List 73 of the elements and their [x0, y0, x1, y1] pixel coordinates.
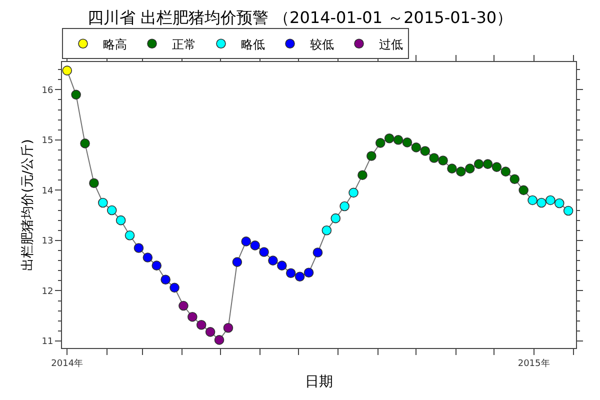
point	[500, 166, 511, 176]
point	[366, 151, 376, 161]
point	[142, 252, 153, 262]
point	[152, 260, 162, 270]
point	[438, 156, 448, 166]
y-tick-label: 16	[42, 86, 54, 96]
y-tick-label: 12	[42, 286, 54, 297]
point	[116, 215, 126, 226]
point	[536, 198, 546, 208]
y-tick-label: 13	[42, 236, 54, 247]
point	[241, 236, 252, 246]
point	[456, 166, 466, 176]
point	[312, 248, 323, 258]
point	[348, 188, 358, 198]
point	[393, 135, 404, 145]
legend-label: 过低	[379, 37, 403, 52]
point	[196, 320, 206, 330]
point	[464, 164, 475, 174]
point	[528, 195, 538, 206]
point	[518, 185, 528, 196]
point	[340, 201, 350, 212]
point	[124, 230, 135, 240]
point	[80, 138, 90, 148]
point	[482, 159, 493, 169]
point	[554, 198, 564, 208]
point	[322, 225, 332, 236]
point	[214, 335, 224, 345]
point	[178, 300, 188, 311]
chart-title: 四川省 出栏肥猪均价预警 （2014-01-01 ～2015-01-30）	[87, 8, 513, 28]
point	[98, 198, 108, 208]
legend-label: 较低	[310, 37, 334, 52]
point	[188, 312, 198, 322]
y-tick-label: 14	[42, 186, 54, 196]
y-tick-label: 15	[42, 136, 54, 146]
point	[492, 162, 502, 172]
point	[474, 159, 484, 169]
point	[304, 268, 314, 278]
point	[375, 138, 386, 148]
point	[259, 247, 269, 257]
legend-label: 略低	[241, 37, 265, 52]
x-tick-label: 2015年	[518, 358, 550, 369]
legend-label: 略高	[103, 37, 127, 52]
point	[563, 206, 574, 216]
point	[62, 66, 72, 76]
point	[447, 164, 457, 174]
point	[411, 142, 422, 152]
point	[402, 138, 412, 148]
point	[384, 134, 394, 144]
x-tick-label: 2014年	[51, 358, 84, 369]
legend-label: 正常	[172, 37, 196, 52]
point	[358, 170, 368, 180]
point	[160, 274, 170, 285]
point	[89, 178, 99, 188]
point	[510, 174, 520, 184]
point	[286, 268, 296, 278]
point	[546, 195, 556, 206]
point	[277, 260, 287, 270]
point	[205, 327, 216, 337]
point	[134, 243, 144, 253]
point	[330, 213, 341, 224]
point	[106, 205, 117, 216]
point	[268, 256, 278, 266]
point	[250, 240, 260, 250]
x-axis-title: 日期	[305, 374, 333, 390]
point	[71, 90, 81, 100]
point	[232, 257, 242, 267]
point	[429, 153, 439, 163]
point	[223, 322, 234, 333]
point	[170, 282, 180, 293]
y-tick-label: 11	[42, 337, 54, 348]
point	[294, 272, 305, 282]
y-axis-title: 出栏肥猪均价(元/公斤)	[20, 139, 36, 271]
point	[420, 146, 430, 156]
